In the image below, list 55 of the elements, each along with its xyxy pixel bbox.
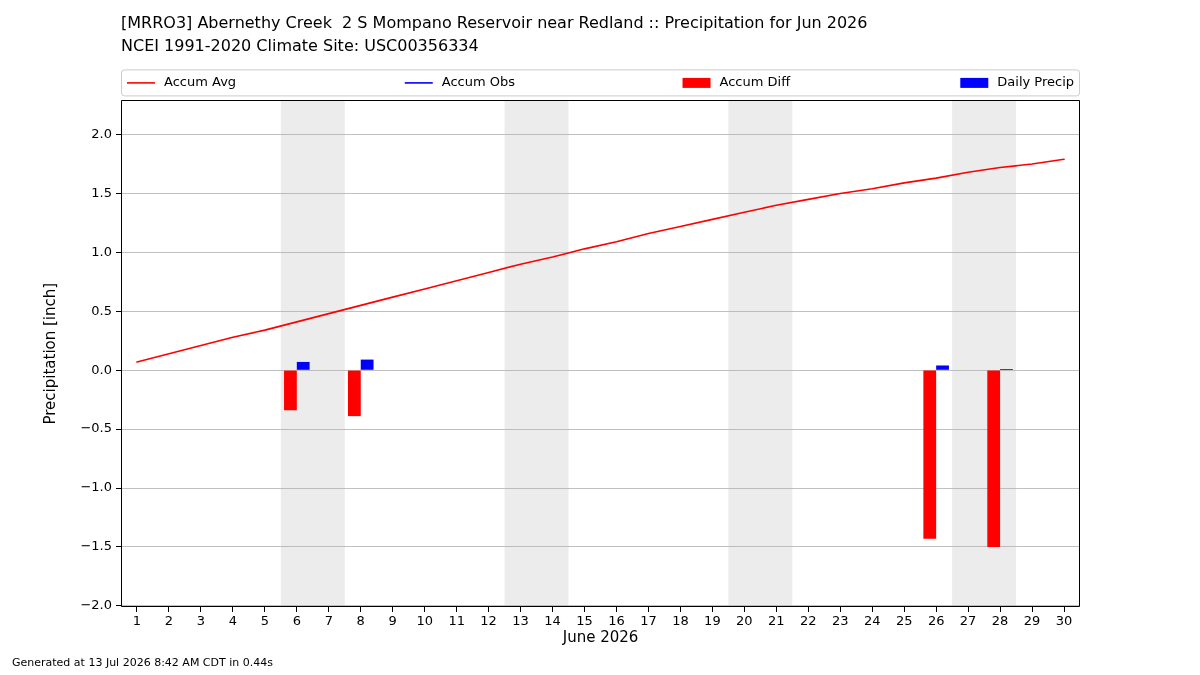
y-axis-title: Precipitation [inch] [40, 282, 59, 425]
y-tick-label: 0.5 [91, 302, 112, 318]
y-tick-label: −0.5 [80, 420, 112, 436]
x-tick-label: 13 [512, 613, 529, 629]
y-tick-label: 2.0 [91, 125, 112, 141]
x-tick-label: 23 [831, 613, 849, 629]
x-axis-title: June 2026 [561, 627, 639, 646]
x-tick-label: 30 [1055, 613, 1073, 629]
y-tick-label: 0.0 [91, 361, 112, 377]
x-tick-label: 16 [608, 613, 625, 629]
y-tick-label: −1.5 [80, 538, 112, 554]
x-tick-label: 4 [228, 613, 238, 629]
x-tick-label: 9 [388, 613, 397, 629]
text: Generated at 13 Jul 2026 8:42 AM CDT in 0.44s [12, 656, 273, 669]
x-tick-label: 21 [768, 613, 785, 629]
x-tick-label: 17 [640, 613, 657, 629]
legend-label: Daily Precip [997, 74, 1075, 90]
x-tick-label: 2 [164, 613, 174, 629]
x-tick-label: 18 [672, 613, 689, 629]
x-tick-label: 7 [324, 613, 333, 629]
y-tick-label: −2.0 [80, 597, 112, 613]
x-tick-label: 24 [863, 613, 881, 629]
x-tick-label: 10 [416, 613, 433, 629]
x-tick-label: 19 [704, 613, 721, 629]
bar [360, 359, 374, 370]
x-tick-label: 8 [356, 613, 365, 629]
x-tick-label: 25 [895, 613, 913, 629]
x-tick-label: 3 [196, 613, 206, 629]
legend-label: Accum Obs [441, 74, 516, 90]
chart-subtitle: NCEI 1991-2020 Climate Site: USC00356334 [121, 35, 479, 55]
x-tick-label: 26 [927, 613, 945, 629]
y-tick-label: 1.5 [91, 184, 112, 200]
bar [987, 370, 1001, 547]
x-tick-label: 29 [1023, 613, 1041, 629]
bar [936, 365, 949, 370]
x-tick-label: 22 [800, 613, 817, 629]
x-tick-label: 12 [480, 613, 497, 629]
x-tick-label: 11 [448, 613, 465, 629]
x-tick-label: 20 [736, 613, 753, 629]
bar [284, 370, 297, 411]
y-tick-label: 1.0 [91, 243, 112, 259]
bar [296, 361, 310, 370]
legend-label: Accum Avg [164, 74, 237, 90]
bar [347, 370, 361, 417]
x-tick-label: 15 [576, 613, 593, 629]
y-tick-label: −1.0 [80, 479, 112, 495]
x-tick-label: 28 [991, 613, 1009, 629]
x-tick-label: 1 [132, 613, 142, 629]
x-tick-label: 5 [260, 613, 269, 629]
x-tick-label: 6 [292, 613, 301, 629]
chart-title: [MRRO3] Abernethy Creek 2 S Mompano Reservoir near Redland :: Precipitation for Jun 2026 [121, 12, 868, 32]
x-tick-label: 27 [959, 613, 977, 629]
bar [923, 370, 937, 539]
legend-label: Accum Diff [719, 74, 792, 90]
x-tick-label: 14 [544, 613, 561, 629]
